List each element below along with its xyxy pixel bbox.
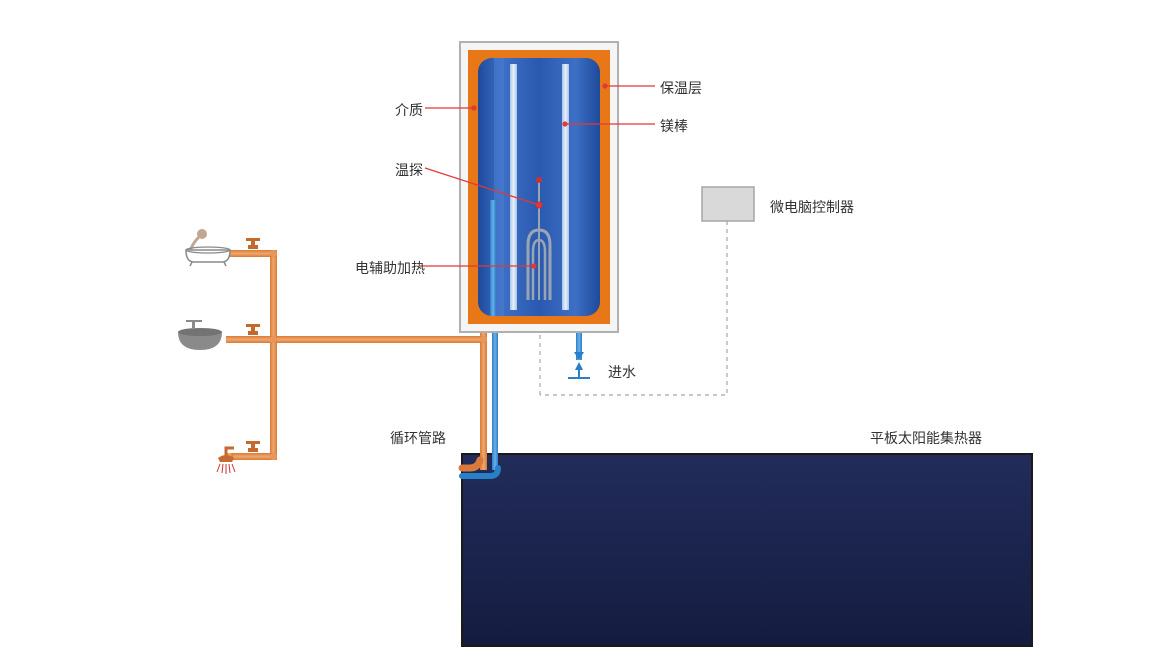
collector-label: 平板太阳能集热器 [870,428,982,448]
valve-icon [246,324,260,335]
valve-icon [246,238,260,249]
blue-pipes [492,322,590,470]
sink-icon [178,320,222,350]
shower-icon [217,448,235,474]
controller-label: 微电脑控制器 [770,197,854,217]
electric-heater-label: 电辅助加热 [355,258,425,278]
water-inlet-label: 进水 [608,362,636,382]
controller-box [702,187,754,221]
solar-collector-panel [462,454,1032,646]
bathtub-icon [186,229,230,266]
circulation-pipe-label: 循环管路 [390,428,446,448]
magnesium-rod-label: 镁棒 [660,116,688,136]
temp-probe-label: 温探 [395,160,423,180]
valve-icon [246,441,260,452]
insulation-label: 保温层 [660,78,702,98]
medium-label: 介质 [395,100,423,120]
solar-water-heater-diagram [0,0,1174,659]
